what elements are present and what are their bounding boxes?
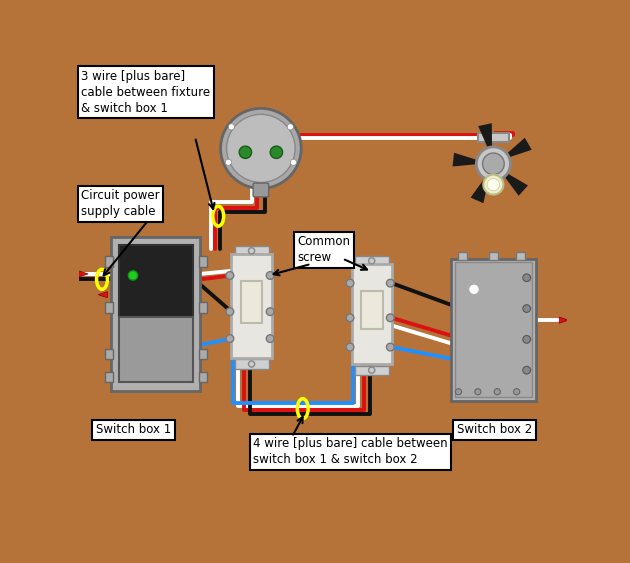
Circle shape [287, 124, 294, 130]
Circle shape [270, 146, 283, 158]
Circle shape [226, 271, 234, 279]
Polygon shape [79, 271, 88, 277]
Circle shape [248, 248, 255, 254]
Circle shape [266, 271, 274, 279]
Polygon shape [471, 169, 491, 203]
Bar [105, 372, 113, 382]
Circle shape [494, 388, 500, 395]
Text: Common
screw: Common screw [297, 235, 350, 265]
Bar [119, 317, 193, 382]
Bar [352, 264, 392, 364]
Circle shape [523, 305, 530, 312]
Circle shape [248, 361, 255, 367]
Bar [478, 133, 509, 142]
Circle shape [386, 343, 394, 351]
Circle shape [369, 258, 375, 264]
Bar [199, 348, 207, 359]
Bar [119, 245, 193, 317]
Circle shape [523, 336, 530, 343]
Circle shape [483, 175, 503, 195]
Circle shape [483, 153, 504, 175]
Polygon shape [559, 317, 568, 323]
Polygon shape [499, 138, 532, 160]
Bar [105, 256, 113, 267]
Circle shape [226, 308, 234, 315]
Circle shape [476, 147, 510, 181]
Polygon shape [452, 153, 487, 167]
Text: Switch box 2: Switch box 2 [457, 423, 532, 436]
Polygon shape [98, 292, 108, 298]
Circle shape [227, 114, 295, 182]
Circle shape [523, 274, 530, 282]
Bar [199, 256, 207, 267]
Circle shape [266, 308, 274, 315]
Circle shape [226, 159, 231, 166]
Circle shape [455, 388, 462, 395]
Circle shape [239, 146, 251, 158]
Bar [112, 237, 200, 391]
Bar [455, 262, 532, 397]
Bar [199, 302, 207, 313]
Bar [458, 252, 467, 260]
Circle shape [228, 124, 234, 130]
Circle shape [346, 314, 354, 321]
Text: Switch box 1: Switch box 1 [96, 423, 171, 436]
Text: 4 wire [plus bare] cable between
switch box 1 & switch box 2: 4 wire [plus bare] cable between switch … [253, 437, 448, 466]
Bar [234, 246, 268, 256]
Circle shape [226, 335, 234, 342]
Circle shape [469, 284, 479, 294]
Bar [361, 291, 382, 329]
Bar [199, 372, 207, 382]
Circle shape [386, 279, 394, 287]
FancyBboxPatch shape [253, 183, 268, 197]
Polygon shape [498, 168, 528, 196]
Circle shape [346, 279, 354, 287]
Bar [241, 281, 263, 323]
Text: 3 wire [plus bare]
cable between fixture
& switch box 1: 3 wire [plus bare] cable between fixture… [81, 70, 210, 115]
Text: Circuit power
supply cable: Circuit power supply cable [81, 189, 159, 218]
Bar [234, 359, 268, 369]
Bar [355, 365, 389, 375]
Circle shape [266, 335, 274, 342]
Polygon shape [478, 123, 492, 158]
Circle shape [290, 159, 297, 166]
Circle shape [129, 271, 137, 280]
Bar [450, 258, 536, 401]
Bar [516, 252, 525, 260]
Circle shape [346, 343, 354, 351]
Circle shape [487, 178, 500, 191]
Bar [105, 348, 113, 359]
Circle shape [369, 367, 375, 373]
Circle shape [513, 388, 520, 395]
Circle shape [523, 367, 530, 374]
Bar [355, 256, 389, 265]
Bar [231, 254, 272, 358]
Circle shape [386, 314, 394, 321]
Bar [105, 302, 113, 313]
Bar [489, 252, 498, 260]
Circle shape [475, 388, 481, 395]
Circle shape [220, 108, 301, 189]
